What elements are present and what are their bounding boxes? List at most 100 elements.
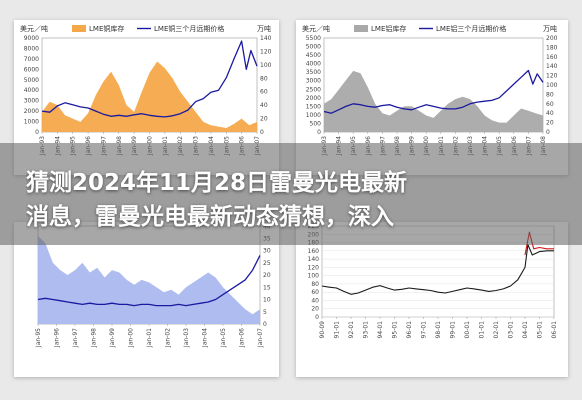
y2-tick-label: 200 xyxy=(546,35,558,42)
x-tick-label: 00-01 xyxy=(464,321,471,339)
y2-tick-label: 25 xyxy=(263,260,271,267)
y-tick-label: 6000 xyxy=(24,66,39,73)
headline-line-1: 猜测2024年11月28日雷曼光电最新 xyxy=(26,170,408,196)
y2-tick-label: 160 xyxy=(546,54,558,61)
x-tick-label: Jan-03 xyxy=(183,328,190,348)
y-tick-label: 3000 xyxy=(24,98,39,105)
right-units-label: 万吨 xyxy=(543,24,557,33)
series-area xyxy=(42,61,257,132)
y-tick-label: 1000 xyxy=(306,112,321,119)
y-tick-label: 4500 xyxy=(306,52,321,59)
y-tick-label: 0 xyxy=(35,129,39,136)
y-tick-label: 5500 xyxy=(306,35,321,42)
x-tick-label: 01-01 xyxy=(479,321,486,339)
headline-line-2: 消息，雷曼光电最新动态猜想，深入 xyxy=(26,204,394,230)
y2-tick-label: 10 xyxy=(263,297,271,304)
x-tick-label: 05-01 xyxy=(537,321,544,339)
x-tick-label: 98-01 xyxy=(435,321,442,339)
right-units-label: 万吨 xyxy=(257,24,271,33)
x-tick-label: 03-01 xyxy=(508,321,515,339)
x-tick-label: 94-01 xyxy=(377,321,384,339)
left-units-label: 美元／吨 xyxy=(20,24,48,33)
x-tick-label: 99-01 xyxy=(450,321,457,339)
y-tick-label: 7000 xyxy=(24,56,39,63)
y-tick-label: 4000 xyxy=(24,87,39,94)
x-tick-label: Jan-00 xyxy=(128,328,135,348)
y2-tick-label: 60 xyxy=(546,101,554,108)
y-tick-label: 500 xyxy=(310,120,322,127)
y2-tick-label: 20 xyxy=(260,116,268,123)
x-tick-label: 02-01 xyxy=(493,321,500,339)
y2-tick-label: 180 xyxy=(546,44,558,51)
legend-swatch xyxy=(354,25,368,32)
y-tick-label: 1500 xyxy=(306,103,321,110)
y-tick-label: 120 xyxy=(308,264,320,271)
line-chart-panel: 02040608010012014016018020022090-0991-01… xyxy=(296,222,568,377)
x-tick-label: 95-01 xyxy=(392,321,399,339)
x-tick-label: 90-09 xyxy=(319,321,326,339)
y2-tick-label: 60 xyxy=(260,89,268,96)
y-tick-label: 140 xyxy=(308,256,320,263)
series-line xyxy=(321,244,554,295)
y-tick-label: 2000 xyxy=(306,95,321,102)
legend-label: LME铜库存 xyxy=(89,24,124,33)
y2-tick-label: 5 xyxy=(263,309,267,316)
blue-area-chart: 0510152025303540Jan-95Jan-96Jan-97Jan-98… xyxy=(35,223,271,348)
x-tick-label: 04-01 xyxy=(522,321,529,339)
x-tick-label: 93-01 xyxy=(363,321,370,339)
y-tick-label: 0 xyxy=(317,129,321,136)
y2-tick-label: 80 xyxy=(260,75,268,82)
series-line xyxy=(37,255,261,307)
y2-tick-label: 15 xyxy=(263,284,271,291)
y-tick-label: 3500 xyxy=(306,69,321,76)
y2-tick-label: 30 xyxy=(263,248,271,255)
index-line-chart: 02040608010012014016018020022090-0991-01… xyxy=(308,223,558,339)
y-tick-label: 5000 xyxy=(24,77,39,84)
series-line xyxy=(41,40,258,118)
y2-tick-label: 0 xyxy=(263,321,267,328)
x-tick-label: Jan-98 xyxy=(91,328,98,348)
y-tick-label: 0 xyxy=(315,314,319,321)
y-tick-label: 1000 xyxy=(24,119,39,126)
series-line xyxy=(323,69,544,114)
legend-label: LME铝三个月远期价格 xyxy=(436,24,506,33)
y-tick-label: 2000 xyxy=(24,108,39,115)
x-tick-label: 96-01 xyxy=(406,321,413,339)
y2-tick-label: 40 xyxy=(260,102,268,109)
x-tick-label: Jan-96 xyxy=(54,328,61,348)
series-area xyxy=(324,70,543,132)
x-tick-label: Jan-07 xyxy=(257,328,264,348)
x-tick-label: 91-01 xyxy=(334,321,341,339)
y2-tick-label: 120 xyxy=(546,73,558,80)
x-tick-label: 97-01 xyxy=(421,321,428,339)
y2-tick-label: 0 xyxy=(546,129,550,136)
y-tick-label: 40 xyxy=(311,297,319,304)
y-tick-label: 5000 xyxy=(306,44,321,51)
series-area xyxy=(38,235,260,324)
legend-label: LME铜三个月远期价格 xyxy=(154,24,224,33)
y2-tick-label: 140 xyxy=(260,35,272,42)
y2-tick-label: 140 xyxy=(546,63,558,70)
y-tick-label: 2500 xyxy=(306,86,321,93)
y2-tick-label: 100 xyxy=(546,82,558,89)
x-tick-label: Jan-97 xyxy=(72,328,79,348)
y2-tick-label: 20 xyxy=(546,120,554,127)
x-tick-label: Jan-01 xyxy=(146,328,153,348)
y2-tick-label: 80 xyxy=(546,91,554,98)
legend-label: LME铝库存 xyxy=(371,24,406,33)
y2-tick-label: 40 xyxy=(546,110,554,117)
x-tick-label: Jan-04 xyxy=(202,328,209,348)
y-tick-label: 100 xyxy=(308,273,320,280)
x-tick-label: 92-01 xyxy=(348,321,355,339)
x-tick-label: Jan-99 xyxy=(109,328,116,348)
y2-tick-label: 0 xyxy=(260,129,264,136)
x-tick-label: Jan-02 xyxy=(165,328,172,348)
y2-tick-label: 20 xyxy=(263,272,271,279)
y2-tick-label: 100 xyxy=(260,62,272,69)
y-tick-label: 60 xyxy=(311,289,319,296)
headline-overlay xyxy=(0,143,582,245)
y-tick-label: 3000 xyxy=(306,78,321,85)
headline: 猜测2024年11月28日雷曼光电最新 消息，雷曼光电最新动态猜想，深入 xyxy=(26,166,566,234)
y-tick-label: 20 xyxy=(311,306,319,313)
blue-area-chart-panel: 0510152025303540Jan-95Jan-96Jan-97Jan-98… xyxy=(14,222,279,377)
